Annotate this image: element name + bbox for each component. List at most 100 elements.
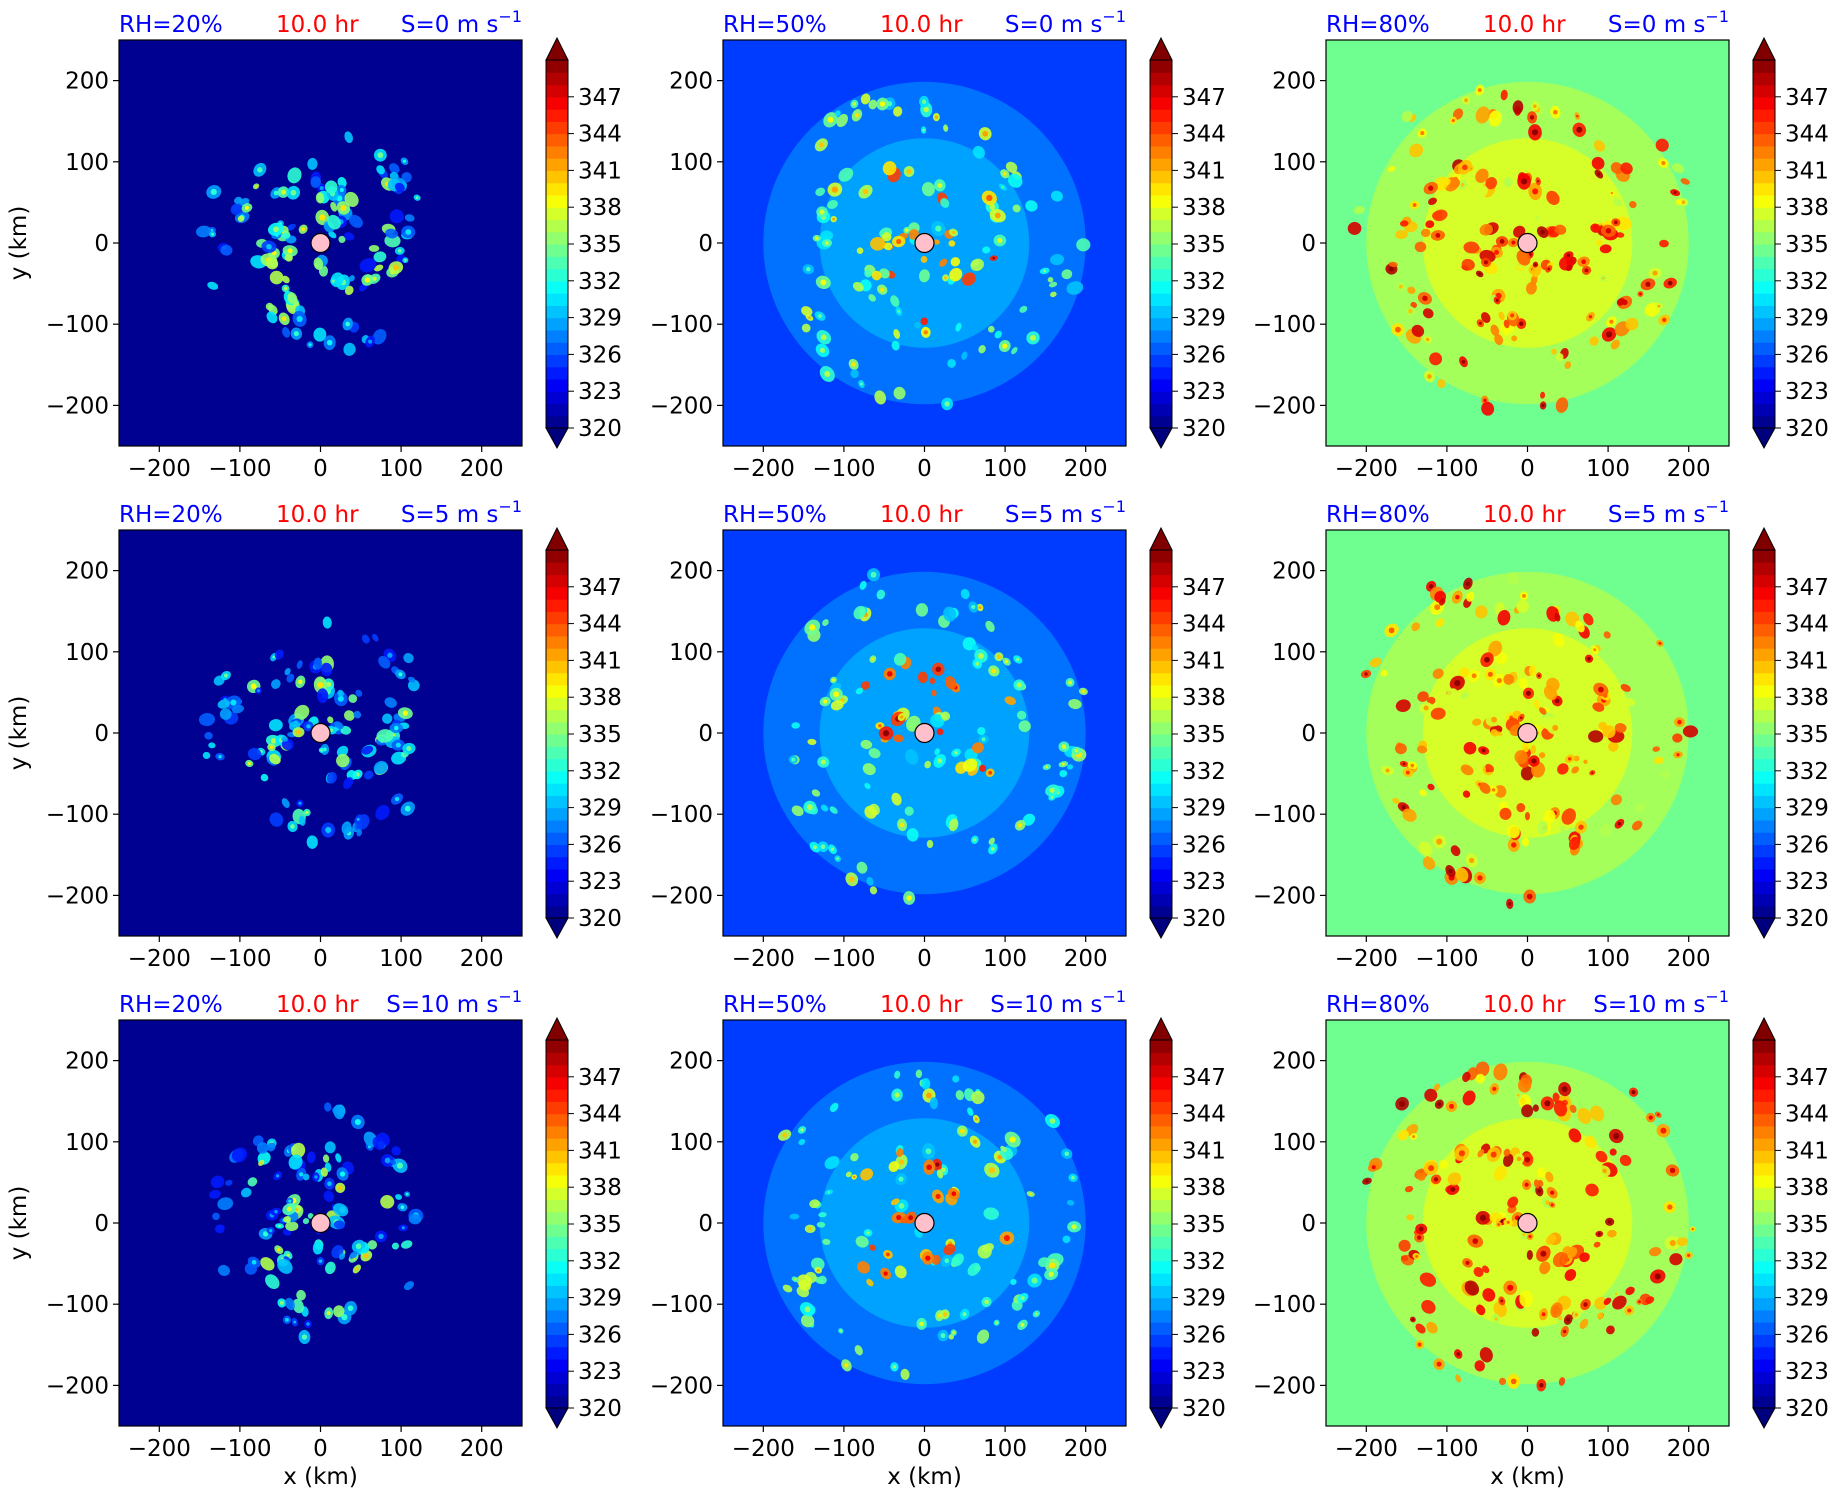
y-tick-label: 100	[65, 640, 109, 666]
convective-cell	[1414, 241, 1427, 253]
convective-core	[1597, 172, 1601, 176]
colorbar-segment	[1150, 734, 1172, 747]
y-tick-label: −200	[1253, 393, 1316, 419]
convective-cell	[339, 1253, 346, 1260]
colorbar-segment	[1150, 1260, 1172, 1274]
y-tick-label: 0	[698, 231, 713, 257]
convective-cell	[1406, 1214, 1414, 1221]
y-tick-label: −100	[46, 802, 109, 828]
convective-core	[1511, 842, 1517, 848]
convective-cell	[1477, 1149, 1485, 1158]
colorbar-segment	[1150, 1273, 1172, 1286]
convective-cell	[1452, 108, 1464, 120]
convective-core	[269, 745, 274, 749]
rh-title: RH=50%	[723, 12, 827, 38]
colorbar-segment	[1150, 121, 1172, 135]
colorbar-segment	[1150, 697, 1172, 711]
convective-core	[922, 128, 925, 132]
convective-cell	[266, 257, 279, 270]
colorbar-segment	[1150, 317, 1172, 331]
convective-cell	[971, 1090, 985, 1105]
colorbar-tick-label: 323	[578, 869, 622, 895]
convective-cell	[860, 1168, 874, 1181]
convective-cell	[219, 708, 232, 720]
colorbar-tick-label: 329	[578, 306, 622, 332]
convective-core	[1003, 1235, 1010, 1242]
colorbar-tick-label: 344	[1785, 612, 1829, 638]
colorbar-segment	[1150, 403, 1172, 417]
convective-cell	[955, 1090, 964, 1101]
convective-core	[1660, 1127, 1667, 1134]
convective-cell	[285, 1297, 295, 1311]
x-axis-label: x (km)	[1490, 1464, 1565, 1490]
colorbar-tick-label: 338	[1785, 1175, 1829, 1201]
convective-core	[1529, 115, 1535, 120]
convective-cell	[1401, 110, 1413, 122]
colorbar-segment	[1753, 1064, 1775, 1078]
convective-core	[293, 1320, 297, 1324]
colorbar-segment	[1753, 1138, 1775, 1151]
convective-cell	[1610, 339, 1621, 350]
colorbar-tick-label: 323	[1182, 1359, 1226, 1385]
convective-core	[1428, 1165, 1435, 1172]
convective-core	[1364, 672, 1368, 676]
panel-r2-c1: −200 −100 0 100 200 200 100 0 −100 −200 x (km) RH=5…	[650, 987, 1226, 1490]
colorbar-segment	[1150, 378, 1172, 392]
colorbar-extend-max	[1149, 36, 1173, 61]
convective-core	[230, 699, 237, 706]
convective-cell	[1592, 702, 1605, 712]
convective-cell	[1427, 696, 1436, 705]
convective-core	[808, 316, 811, 319]
x-tick-label: −100	[1415, 456, 1478, 482]
convective-cell	[985, 620, 995, 632]
convective-cell	[1568, 1128, 1582, 1143]
convective-core	[387, 652, 393, 658]
convective-core	[1061, 744, 1067, 750]
colorbar-segment	[1150, 1371, 1172, 1385]
convective-core	[819, 209, 825, 215]
convective-core	[1417, 1342, 1422, 1347]
convective-core	[809, 624, 816, 631]
convective-cell	[335, 1153, 342, 1163]
convective-core	[1388, 627, 1395, 634]
convective-cell	[333, 1104, 345, 1120]
convective-core	[951, 230, 956, 235]
x-tick-label: 0	[917, 456, 932, 482]
convective-cell	[919, 269, 930, 283]
colorbar-tick-label: 344	[578, 122, 622, 148]
colorbar: 320 323 326 329 332 335 338 341 344 347	[1149, 1016, 1226, 1430]
colorbar-segment	[1753, 1273, 1775, 1286]
colorbar-segment	[1753, 635, 1775, 649]
colorbar-segment	[1753, 709, 1775, 723]
colorbar-segment	[546, 819, 568, 833]
storm-center-marker	[914, 722, 935, 744]
colorbar-segment	[1753, 1358, 1775, 1372]
convective-cell	[1466, 677, 1481, 692]
convective-core	[1537, 1189, 1542, 1193]
y-tick-label: −200	[46, 1373, 109, 1399]
storm-center-marker	[914, 232, 935, 254]
colorbar-tick-label: 338	[1785, 685, 1829, 711]
convective-core	[339, 188, 344, 193]
colorbar-segment	[1753, 856, 1775, 870]
convective-cell	[1540, 391, 1546, 399]
convective-core	[1412, 203, 1417, 207]
convective-cell	[852, 281, 864, 292]
convective-core	[1495, 298, 1499, 302]
convective-cell	[1474, 1360, 1485, 1372]
convective-core	[898, 1159, 905, 1165]
colorbar-tick-label: 326	[1785, 1322, 1829, 1348]
x-tick-label: 0	[917, 946, 932, 972]
convective-cell	[853, 605, 866, 620]
convective-core	[982, 130, 989, 137]
colorbar-tick-label: 335	[578, 232, 622, 258]
convective-core	[1411, 1318, 1415, 1321]
convective-cell	[1462, 1090, 1476, 1106]
convective-core	[1045, 765, 1049, 769]
convective-cell	[1495, 652, 1508, 665]
colorbar-segment	[546, 1309, 568, 1323]
convective-cell	[1516, 249, 1531, 266]
convective-core	[853, 1175, 856, 1179]
convective-cell	[323, 1190, 335, 1203]
